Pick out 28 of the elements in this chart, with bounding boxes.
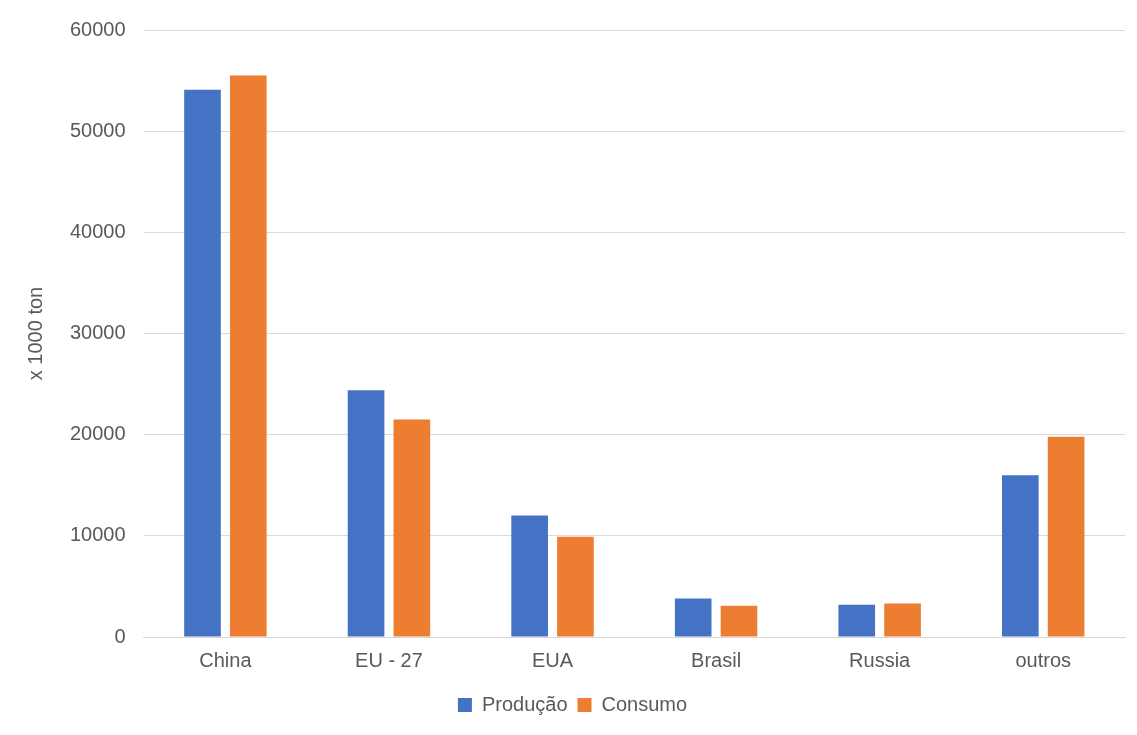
- x-tick-label: Russia: [849, 648, 912, 671]
- bar: [229, 75, 267, 637]
- bar: [884, 603, 921, 637]
- y-tick-label: 40000: [69, 219, 126, 242]
- legend-label: Consumo: [601, 692, 688, 715]
- y-tick-label: 10000: [69, 523, 126, 546]
- y-tick-label: 50000: [69, 118, 126, 141]
- bar: [393, 419, 431, 637]
- bar: [674, 598, 712, 637]
- x-tick-label: Brasil: [691, 648, 742, 671]
- bar: [1002, 475, 1039, 637]
- y-tick-label: 30000: [69, 321, 126, 344]
- legend-label: Produção: [481, 692, 568, 715]
- x-tick-label: China: [199, 648, 253, 671]
- x-tick-label: outros: [1015, 648, 1072, 671]
- y-tick-label: 0: [114, 624, 126, 647]
- x-tick-label: EUA: [531, 648, 574, 671]
- y-tick-label: 20000: [69, 422, 126, 445]
- x-tick-label: EU - 27: [355, 648, 423, 671]
- bar: [720, 605, 758, 637]
- bar: [557, 536, 594, 637]
- bar: [184, 89, 221, 637]
- y-axis-title: x 1000 ton: [23, 286, 46, 381]
- y-tick-label: 60000: [69, 17, 126, 40]
- bar: [838, 604, 876, 637]
- bar: [511, 515, 548, 637]
- bar: [1047, 436, 1085, 637]
- bar: [347, 390, 385, 637]
